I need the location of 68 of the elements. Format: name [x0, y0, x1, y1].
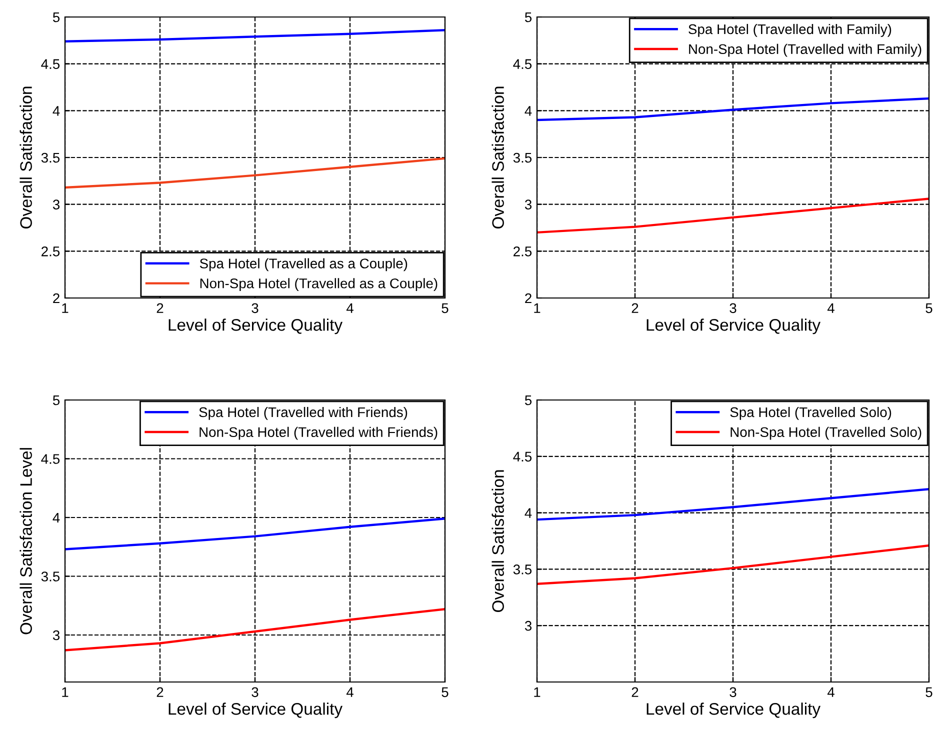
y-tick-label: 2	[525, 293, 532, 304]
line-series	[537, 198, 929, 234]
x-tick-label: 1	[62, 303, 68, 313]
legend-label: Non-Spa Hotel (Travelled Solo)	[730, 426, 922, 440]
x-tick-label: 3	[730, 303, 736, 314]
y-axis-title: Overall Satisfaction	[20, 86, 32, 228]
x-tick-label: 5	[442, 303, 448, 314]
legend-label: Non-Spa Hotel (Travelled as a Couple)	[200, 278, 438, 292]
x-tick-label: 4	[827, 687, 834, 697]
y-tick-label: 5	[52, 12, 60, 22]
x-tick-label: 3	[730, 687, 736, 698]
line-series	[65, 29, 445, 42]
y-tick-label: 4	[524, 508, 532, 518]
x-tick-label: 5	[926, 687, 932, 698]
x-tick-label: 4	[827, 303, 834, 313]
line-series	[65, 518, 445, 550]
y-axis-title: Overall Satisfaction Level	[20, 448, 32, 634]
y-tick-label: 3	[524, 200, 532, 210]
y-tick-label: 3	[524, 620, 532, 631]
x-tick-label: 2	[156, 303, 164, 313]
x-axis-title: Level of Service Quality	[168, 702, 343, 718]
x-tick-label: 1	[62, 687, 68, 697]
legend-label: Non-Spa Hotel (Travelled with Friends)	[200, 426, 438, 440]
y-tick-label: 2	[53, 293, 60, 304]
line-series	[65, 608, 445, 652]
y-tick-label: 4	[524, 106, 532, 116]
y-tick-label: 4.5	[41, 59, 60, 70]
y-tick-label: 5	[524, 395, 532, 406]
x-tick-label: 4	[346, 303, 354, 313]
x-tick-label: 3	[252, 687, 258, 698]
x-tick-label: 2	[632, 303, 638, 313]
x-tick-label: 2	[632, 687, 638, 697]
y-tick-label: 3.5	[41, 152, 60, 163]
legend-label: Spa Hotel (Travelled with Family)	[688, 24, 892, 37]
line-series	[537, 544, 929, 585]
x-tick-label: 4	[346, 687, 354, 697]
legend-label: Spa Hotel (Travelled as a Couple)	[200, 258, 408, 272]
y-tick-label: 3	[52, 630, 60, 640]
x-axis-title: Level of Service Quality	[168, 318, 343, 334]
y-tick-label: 5	[524, 12, 532, 22]
line-series	[537, 488, 929, 521]
y-tick-label: 2.5	[514, 246, 532, 256]
x-tick-label: 1	[534, 687, 540, 697]
x-tick-label: 5	[442, 687, 448, 698]
x-axis-title: Level of Service Quality	[646, 702, 821, 718]
x-tick-label: 5	[926, 303, 932, 314]
legend-label: Spa Hotel (Travelled Solo)	[730, 406, 892, 420]
y-axis-title: Overall Satisfaction	[492, 470, 504, 612]
x-axis-title: Level of Service Quality	[646, 318, 821, 334]
y-tick-label: 4	[52, 512, 60, 523]
y-tick-label: 3.5	[513, 564, 532, 574]
y-tick-label: 5	[52, 395, 60, 406]
x-tick-label: 1	[534, 303, 540, 313]
line-series	[537, 97, 929, 122]
y-tick-label: 2.5	[42, 246, 60, 256]
y-tick-label: 3	[52, 200, 60, 210]
y-axis-title: Overall Satisfaction	[492, 86, 504, 228]
y-tick-label: 3.5	[41, 572, 60, 582]
y-tick-label: 3.5	[513, 152, 532, 163]
x-tick-label: 2	[156, 687, 164, 697]
y-tick-label: 4.5	[513, 452, 532, 462]
legend-label: Non-Spa Hotel (Travelled with Family)	[689, 44, 922, 57]
line-series	[65, 157, 445, 189]
y-tick-label: 4.5	[513, 59, 532, 70]
x-tick-label: 3	[252, 303, 258, 314]
y-tick-label: 4.5	[41, 454, 60, 464]
legend-label: Spa Hotel (Travelled with Friends)	[199, 406, 408, 420]
y-tick-label: 4	[52, 106, 60, 116]
